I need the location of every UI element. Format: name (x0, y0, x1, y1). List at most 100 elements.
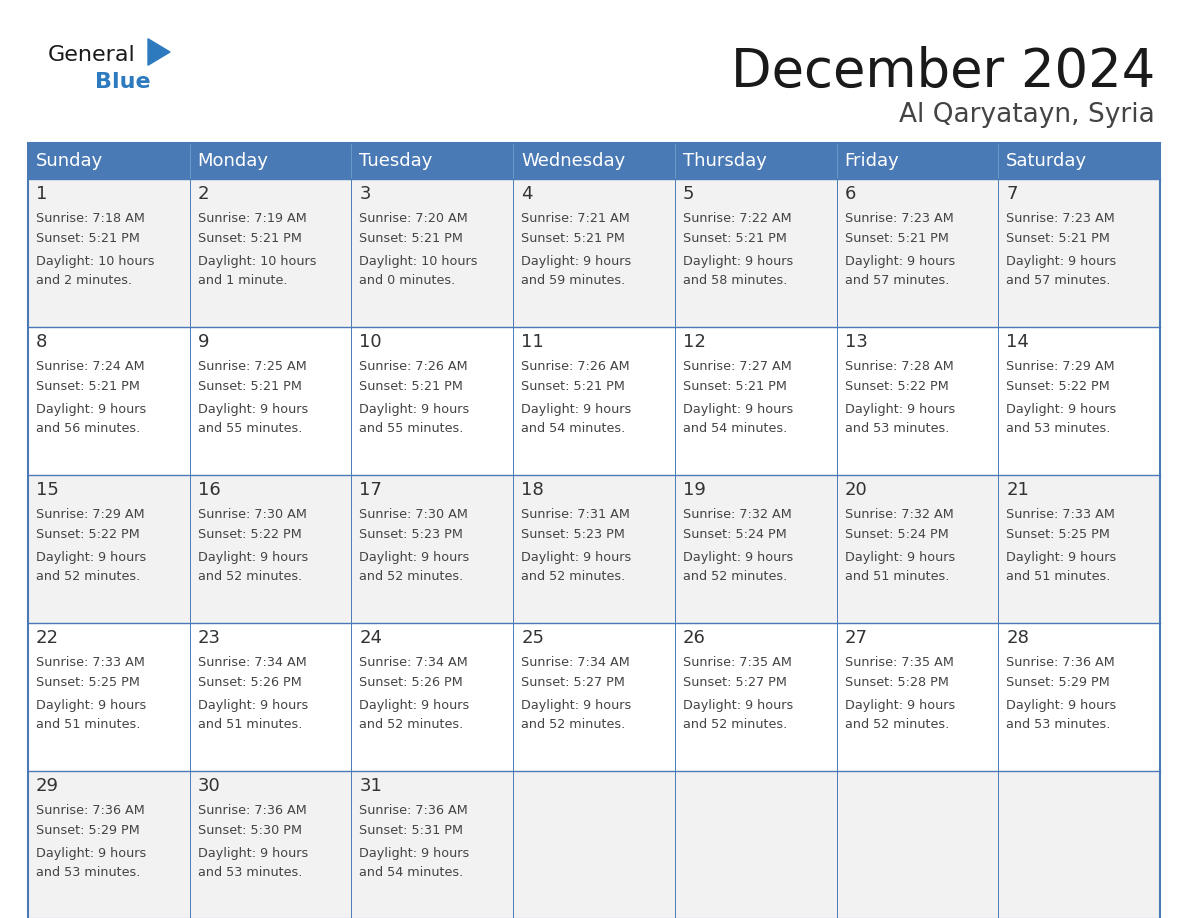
Text: Sunrise: 7:35 AM: Sunrise: 7:35 AM (683, 656, 791, 669)
Text: and 54 minutes.: and 54 minutes. (683, 422, 788, 435)
Text: Sunrise: 7:22 AM: Sunrise: 7:22 AM (683, 212, 791, 226)
Text: Sunrise: 7:26 AM: Sunrise: 7:26 AM (522, 361, 630, 374)
Text: Sunset: 5:21 PM: Sunset: 5:21 PM (197, 232, 302, 245)
Text: and 53 minutes.: and 53 minutes. (1006, 719, 1111, 732)
Text: Sunset: 5:21 PM: Sunset: 5:21 PM (197, 380, 302, 394)
Text: Daylight: 9 hours: Daylight: 9 hours (1006, 254, 1117, 267)
Polygon shape (148, 39, 170, 65)
Text: and 52 minutes.: and 52 minutes. (522, 570, 625, 584)
Text: Daylight: 9 hours: Daylight: 9 hours (522, 402, 631, 416)
Text: Sunset: 5:21 PM: Sunset: 5:21 PM (845, 232, 948, 245)
Text: 12: 12 (683, 333, 706, 351)
Text: Sunset: 5:29 PM: Sunset: 5:29 PM (1006, 677, 1110, 689)
Text: Sunset: 5:21 PM: Sunset: 5:21 PM (683, 232, 786, 245)
Text: Daylight: 9 hours: Daylight: 9 hours (36, 699, 146, 711)
Text: Sunrise: 7:19 AM: Sunrise: 7:19 AM (197, 212, 307, 226)
Text: Sunrise: 7:36 AM: Sunrise: 7:36 AM (197, 804, 307, 818)
Text: and 1 minute.: and 1 minute. (197, 274, 287, 287)
Text: Sunset: 5:26 PM: Sunset: 5:26 PM (197, 677, 302, 689)
Text: Sunrise: 7:32 AM: Sunrise: 7:32 AM (845, 509, 953, 521)
Text: 27: 27 (845, 629, 867, 647)
Text: Thursday: Thursday (683, 152, 766, 170)
Text: 23: 23 (197, 629, 221, 647)
Text: Sunset: 5:21 PM: Sunset: 5:21 PM (36, 232, 140, 245)
Text: Sunday: Sunday (36, 152, 103, 170)
Text: Daylight: 9 hours: Daylight: 9 hours (845, 551, 955, 564)
Text: and 57 minutes.: and 57 minutes. (1006, 274, 1111, 287)
Text: Daylight: 9 hours: Daylight: 9 hours (1006, 551, 1117, 564)
Text: Sunrise: 7:30 AM: Sunrise: 7:30 AM (197, 509, 307, 521)
Text: and 54 minutes.: and 54 minutes. (522, 422, 625, 435)
Text: and 52 minutes.: and 52 minutes. (683, 570, 788, 584)
Text: 5: 5 (683, 185, 694, 203)
Text: Daylight: 9 hours: Daylight: 9 hours (845, 699, 955, 711)
Text: Sunrise: 7:34 AM: Sunrise: 7:34 AM (522, 656, 630, 669)
Text: Wednesday: Wednesday (522, 152, 625, 170)
Text: Daylight: 9 hours: Daylight: 9 hours (845, 402, 955, 416)
Text: 10: 10 (360, 333, 383, 351)
Text: Sunrise: 7:23 AM: Sunrise: 7:23 AM (1006, 212, 1116, 226)
Text: and 52 minutes.: and 52 minutes. (845, 719, 949, 732)
Text: Sunset: 5:22 PM: Sunset: 5:22 PM (1006, 380, 1110, 394)
Text: 6: 6 (845, 185, 855, 203)
Text: and 59 minutes.: and 59 minutes. (522, 274, 625, 287)
Text: 28: 28 (1006, 629, 1029, 647)
Text: Sunset: 5:22 PM: Sunset: 5:22 PM (197, 529, 302, 542)
Text: Daylight: 9 hours: Daylight: 9 hours (1006, 699, 1117, 711)
Text: Sunrise: 7:31 AM: Sunrise: 7:31 AM (522, 509, 630, 521)
Text: 1: 1 (36, 185, 48, 203)
Text: Sunrise: 7:36 AM: Sunrise: 7:36 AM (1006, 656, 1116, 669)
Text: 17: 17 (360, 481, 383, 499)
Bar (29, 771, 1159, 918)
Text: Sunrise: 7:26 AM: Sunrise: 7:26 AM (360, 361, 468, 374)
Text: Daylight: 9 hours: Daylight: 9 hours (683, 402, 794, 416)
Text: Sunrise: 7:33 AM: Sunrise: 7:33 AM (36, 656, 145, 669)
Text: Sunrise: 7:23 AM: Sunrise: 7:23 AM (845, 212, 953, 226)
Text: 24: 24 (360, 629, 383, 647)
Text: Sunset: 5:21 PM: Sunset: 5:21 PM (522, 232, 625, 245)
Text: Daylight: 9 hours: Daylight: 9 hours (360, 699, 469, 711)
Text: Sunrise: 7:28 AM: Sunrise: 7:28 AM (845, 361, 953, 374)
Text: Sunset: 5:29 PM: Sunset: 5:29 PM (36, 824, 140, 837)
Text: Daylight: 9 hours: Daylight: 9 hours (683, 254, 794, 267)
Text: Sunset: 5:22 PM: Sunset: 5:22 PM (36, 529, 140, 542)
Text: 29: 29 (36, 777, 59, 795)
Text: 25: 25 (522, 629, 544, 647)
Text: and 52 minutes.: and 52 minutes. (522, 719, 625, 732)
Text: Sunset: 5:27 PM: Sunset: 5:27 PM (522, 677, 625, 689)
Text: Sunset: 5:30 PM: Sunset: 5:30 PM (197, 824, 302, 837)
Text: Daylight: 10 hours: Daylight: 10 hours (197, 254, 316, 267)
Text: 20: 20 (845, 481, 867, 499)
Text: and 52 minutes.: and 52 minutes. (683, 719, 788, 732)
Text: and 57 minutes.: and 57 minutes. (845, 274, 949, 287)
Text: and 52 minutes.: and 52 minutes. (360, 570, 463, 584)
Text: 8: 8 (36, 333, 48, 351)
Text: Daylight: 9 hours: Daylight: 9 hours (683, 551, 794, 564)
Text: Daylight: 9 hours: Daylight: 9 hours (36, 846, 146, 859)
Text: Tuesday: Tuesday (360, 152, 432, 170)
Text: Sunset: 5:28 PM: Sunset: 5:28 PM (845, 677, 948, 689)
Bar (29, 143, 1159, 179)
Text: Daylight: 9 hours: Daylight: 9 hours (360, 402, 469, 416)
Text: 7: 7 (1006, 185, 1018, 203)
Text: 18: 18 (522, 481, 544, 499)
Text: Sunset: 5:21 PM: Sunset: 5:21 PM (522, 380, 625, 394)
Text: Monday: Monday (197, 152, 268, 170)
Text: Sunrise: 7:34 AM: Sunrise: 7:34 AM (360, 656, 468, 669)
Text: Daylight: 10 hours: Daylight: 10 hours (360, 254, 478, 267)
Text: and 51 minutes.: and 51 minutes. (36, 719, 140, 732)
Text: Sunset: 5:21 PM: Sunset: 5:21 PM (1006, 232, 1110, 245)
Text: and 55 minutes.: and 55 minutes. (360, 422, 463, 435)
Bar (29, 623, 1159, 771)
Text: Sunrise: 7:29 AM: Sunrise: 7:29 AM (36, 509, 145, 521)
Text: 14: 14 (1006, 333, 1029, 351)
Text: and 52 minutes.: and 52 minutes. (197, 570, 302, 584)
Text: Sunset: 5:23 PM: Sunset: 5:23 PM (360, 529, 463, 542)
Text: Daylight: 9 hours: Daylight: 9 hours (522, 254, 631, 267)
Text: Sunset: 5:24 PM: Sunset: 5:24 PM (845, 529, 948, 542)
Text: and 56 minutes.: and 56 minutes. (36, 422, 140, 435)
Text: and 51 minutes.: and 51 minutes. (1006, 570, 1111, 584)
Text: and 53 minutes.: and 53 minutes. (36, 867, 140, 879)
Text: 31: 31 (360, 777, 383, 795)
Text: Daylight: 9 hours: Daylight: 9 hours (360, 846, 469, 859)
